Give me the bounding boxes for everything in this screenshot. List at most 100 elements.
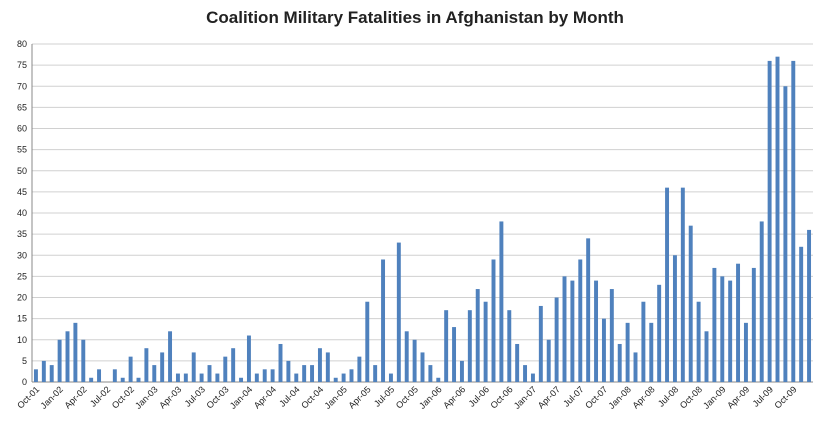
bar [601,318,606,383]
bar [554,297,559,382]
y-tick-label: 55 [17,145,27,155]
y-tick-label: 80 [17,39,27,49]
bar [507,310,512,382]
bar [381,259,386,382]
bar [231,348,236,382]
bar [294,373,299,382]
bar [767,60,772,383]
bar [759,221,764,382]
bar [775,56,780,383]
x-tick-label: Jan-07 [512,384,539,411]
bar [420,352,425,382]
y-tick-label: 75 [17,60,27,70]
bars [33,56,812,383]
bar [475,289,480,382]
y-tick-label: 50 [17,166,27,176]
bar [286,360,291,383]
bar [246,335,251,382]
bar [223,356,228,382]
x-tick-label: Apr-02 [63,384,89,410]
bar [357,356,362,382]
bar [120,377,125,382]
bar [168,331,173,382]
x-tick-label: Apr-08 [631,384,657,410]
bar [388,373,393,382]
y-tick-label: 15 [17,314,27,324]
bar [578,259,583,382]
x-tick-label: Jan-09 [701,384,728,411]
bar [688,225,693,382]
x-tick-label: Apr-06 [441,384,467,410]
x-tick-label: Jul-06 [467,384,491,408]
bar [128,356,133,382]
bar [783,86,788,382]
y-tick-label: 30 [17,250,27,260]
bar [546,339,551,382]
bar [515,343,520,382]
bar [349,369,354,382]
bar [160,352,165,382]
bar [33,369,38,382]
bar [657,284,662,382]
bar [112,369,117,382]
x-tick-label: Oct-04 [299,384,325,410]
bar [538,305,543,382]
x-tick-label: Jan-06 [417,384,444,411]
x-tick-label: Jul-02 [88,384,112,408]
y-tick-label: 35 [17,229,27,239]
x-tick-label: Jul-07 [561,384,585,408]
bar [136,377,141,382]
bar [523,365,528,382]
bar [649,322,654,382]
bar [278,343,283,382]
y-tick-label: 20 [17,293,27,303]
x-tick-label: Jul-09 [751,384,775,408]
bar [262,369,267,382]
x-tick-label: Oct-08 [678,384,704,410]
bar [736,263,741,382]
bar [325,352,330,382]
y-tick-label: 25 [17,271,27,281]
bar [712,267,717,382]
bar [491,259,496,382]
bar [625,322,630,382]
bar [191,352,196,382]
bar [239,377,244,382]
x-tick-label: Oct-05 [394,384,420,410]
bar [207,365,212,382]
bar [57,339,62,382]
bar [199,373,204,382]
y-tick-label: 45 [17,187,27,197]
bar [365,301,370,382]
x-tick-label: Oct-03 [205,384,231,410]
x-tick-label: Jan-05 [322,384,349,411]
x-tick-label: Jul-08 [656,384,680,408]
bar [807,229,812,382]
bar [751,267,756,382]
bar [270,369,275,382]
x-tick-label: Jul-05 [372,384,396,408]
bar [215,373,220,382]
bar [791,60,796,383]
x-tick-label: Oct-06 [489,384,515,410]
gridlines [31,43,813,383]
bar [97,369,102,382]
bar [310,365,315,382]
x-tick-label: Apr-04 [252,384,278,410]
bar [459,360,464,383]
bar [562,276,567,383]
bar [799,246,804,382]
y-tick-label: 40 [17,208,27,218]
x-tick-label: Oct-02 [110,384,136,410]
chart-title: Coalition Military Fatalities in Afghani… [206,8,624,27]
bar [65,331,70,382]
bar [317,348,322,382]
bar [73,322,78,382]
x-tick-label: Apr-09 [725,384,751,410]
bar [680,187,685,382]
x-tick-label: Apr-03 [157,384,183,410]
y-tick-label: 5 [22,356,27,366]
bar [412,339,417,382]
